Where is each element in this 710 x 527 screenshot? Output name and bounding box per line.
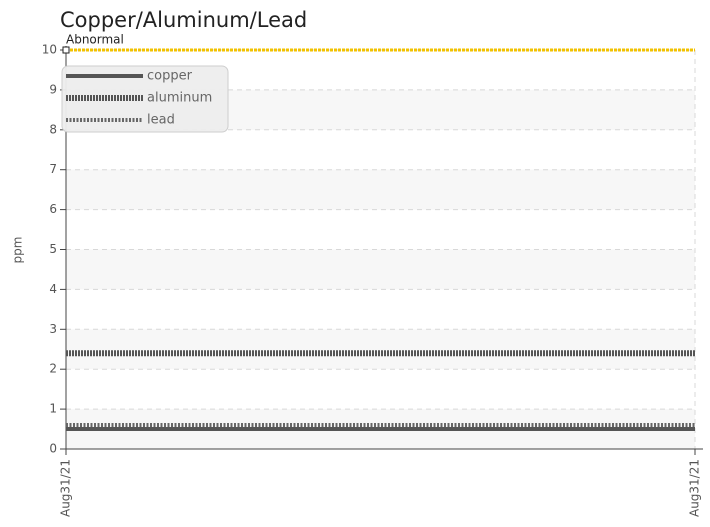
y-tick-label: 7 bbox=[49, 162, 57, 176]
x-tick-label: Aug31/21 bbox=[59, 459, 73, 517]
band bbox=[66, 249, 695, 290]
y-tick-label: 10 bbox=[42, 43, 57, 57]
band bbox=[66, 329, 695, 370]
y-tick-label: 4 bbox=[49, 282, 57, 296]
y-tick-label: 8 bbox=[49, 122, 57, 136]
y-tick-label: 9 bbox=[49, 82, 57, 96]
legend: copper aluminum lead bbox=[61, 65, 229, 133]
y-axis-label: ppm bbox=[11, 237, 25, 264]
threshold-marker bbox=[62, 46, 70, 54]
legend-label: lead bbox=[147, 113, 175, 128]
y-tick-label: 6 bbox=[49, 202, 57, 216]
band bbox=[66, 169, 695, 210]
legend-box bbox=[61, 65, 229, 133]
y-tick-label: 0 bbox=[49, 442, 57, 456]
x-tick-label: Aug31/21 bbox=[688, 459, 702, 517]
chart-title: Copper/Aluminum/Lead bbox=[60, 8, 307, 32]
y-tick-label: 5 bbox=[49, 242, 57, 256]
legend-label: aluminum bbox=[147, 91, 212, 106]
y-tick-label: 3 bbox=[49, 322, 57, 336]
threshold-label: Abnormal bbox=[66, 33, 124, 47]
legend-label: copper bbox=[147, 69, 193, 84]
y-tick-label: 2 bbox=[49, 362, 57, 376]
y-tick-label: 1 bbox=[49, 402, 57, 416]
